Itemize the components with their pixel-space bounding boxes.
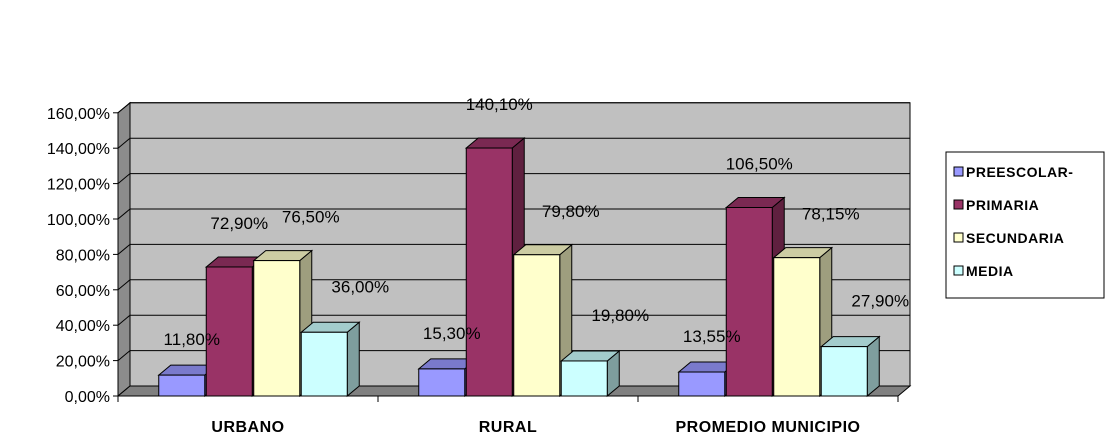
- x-category-label: PROMEDIO MUNICIPIO: [675, 419, 860, 436]
- legend-label: PREESCOLAR-: [966, 164, 1073, 180]
- y-tick-label: 40,00%: [56, 318, 110, 335]
- data-label: 140,10%: [466, 95, 533, 114]
- gridline-side: [117, 208, 131, 220]
- gridline-side: [117, 137, 131, 149]
- data-label: 78,15%: [802, 205, 860, 224]
- y-tick-label: 20,00%: [56, 354, 110, 371]
- data-label: 11,80%: [164, 330, 220, 349]
- y-tick-label: 0,00%: [65, 389, 110, 406]
- bar: [725, 206, 773, 397]
- legend-swatch: [953, 232, 964, 243]
- gridline-side: [117, 244, 131, 255]
- y-tick-label: 120,00%: [47, 177, 110, 194]
- x-category-label: RURAL: [479, 419, 538, 436]
- y-tick-label: 60,00%: [56, 283, 110, 300]
- legend-label: PRIMARIA: [966, 197, 1039, 213]
- data-label: 72,90%: [210, 214, 268, 233]
- bars: [157, 136, 881, 398]
- legend-swatch: [953, 265, 964, 276]
- legend-label: MEDIA: [966, 263, 1014, 279]
- data-label: 36,00%: [331, 277, 389, 296]
- y-tick-label: 160,00%: [47, 106, 110, 123]
- data-labels: 11,80% 72,90% 76,50% 36,00% 15,30% 140,10% 79,…: [164, 95, 910, 349]
- data-label: 76,50%: [282, 208, 340, 227]
- bar: [678, 371, 726, 397]
- bar: [158, 374, 206, 397]
- data-label: 19,80%: [591, 306, 649, 325]
- legend-box: [945, 151, 1105, 299]
- data-label: 27,90%: [851, 292, 909, 311]
- legend-swatch: [953, 199, 964, 210]
- bar: [205, 266, 253, 397]
- bar: [465, 147, 513, 397]
- legend-label: SECUNDARIA: [966, 230, 1064, 246]
- bar-side-3: [346, 321, 360, 398]
- gridline-side: [117, 279, 131, 291]
- y-tick-label: 80,00%: [56, 247, 110, 264]
- gridline-side: [117, 314, 131, 326]
- bar: [300, 331, 348, 397]
- x-category-label: URBANO: [211, 419, 284, 436]
- bar: [253, 260, 301, 397]
- bar: [418, 368, 466, 397]
- bar: [773, 257, 821, 397]
- gridline-side: [117, 102, 131, 114]
- y-tick-label: 100,00%: [47, 212, 110, 229]
- bar: [820, 346, 868, 397]
- bar: [513, 254, 561, 397]
- y-tick-label: 140,00%: [47, 141, 110, 158]
- legend-swatch: [953, 166, 964, 177]
- gridline-side: [117, 350, 131, 361]
- data-label: 106,50%: [726, 154, 793, 173]
- data-label: 13,55%: [683, 327, 741, 346]
- data-label: 79,80%: [542, 202, 600, 221]
- bar: [560, 360, 608, 397]
- legend: PREESCOLAR- PRIMARIA SECUNDARIA MEDIA: [945, 151, 1105, 299]
- gridline-side: [117, 173, 131, 184]
- data-label: 15,30%: [423, 324, 481, 343]
